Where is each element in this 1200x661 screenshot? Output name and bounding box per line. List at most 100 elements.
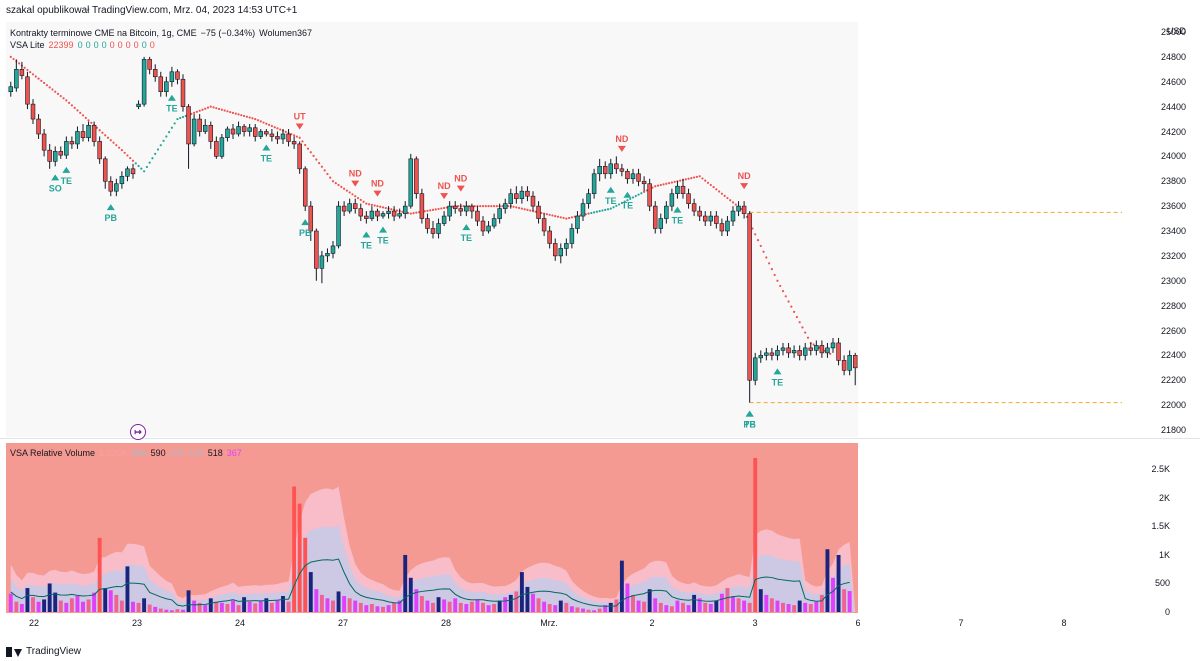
volume-bar	[219, 602, 224, 612]
trend-dot	[679, 179, 682, 182]
volume-bar	[347, 598, 352, 612]
trend-dot	[559, 216, 562, 219]
symbol-title[interactable]: Kontrakty terminowe CME na Bitcoin, 1g, …	[10, 28, 197, 38]
trend-dot	[81, 114, 85, 117]
candle-body	[647, 183, 652, 207]
candle-body	[186, 106, 191, 145]
price-tick-label: 22400	[1160, 350, 1186, 361]
trend-dot	[12, 57, 15, 61]
trend-dot	[62, 97, 65, 100]
trend-dot	[673, 180, 676, 183]
chart-frame[interactable]: SO TE PB TE TE PB UT ND ND TE TE ND ND TE ND TE TE TE ND TE…	[0, 22, 1200, 640]
volume-bar	[819, 594, 824, 612]
trend-dot	[762, 250, 765, 253]
volume-bar	[758, 589, 763, 612]
time-axis[interactable]: 22 23 24 27 28 Mrz. 2 3 6 7 8	[0, 618, 1200, 632]
volume-bar	[769, 598, 774, 612]
candle-body	[780, 347, 786, 351]
signal-label: PB	[743, 420, 756, 430]
candle-body	[258, 131, 264, 137]
candle-body	[525, 190, 530, 197]
volume-bar	[525, 586, 530, 612]
candle-body	[519, 190, 525, 199]
time-tick-label: 27	[337, 618, 349, 628]
candle-body	[652, 205, 658, 229]
vsa-lite-flag: 0	[93, 40, 99, 50]
trend-dot	[115, 144, 118, 147]
trend-dot	[565, 217, 568, 220]
trend-dot	[159, 144, 162, 147]
vsa-volume-title[interactable]: VSA Relative Volume	[10, 448, 96, 458]
vsa-volume-value: 590	[150, 448, 166, 458]
trend-dot	[754, 233, 757, 236]
candle-body	[191, 118, 197, 145]
replay-icon[interactable]: ↦	[130, 424, 146, 440]
volume-bar	[114, 594, 119, 612]
trend-dot	[43, 81, 46, 85]
trend-dot	[104, 134, 107, 137]
trend-dot	[101, 131, 104, 134]
candle-body	[414, 158, 419, 194]
trend-dot	[40, 79, 43, 82]
candle-body	[352, 203, 358, 209]
vsa-volume-value: 145	[188, 448, 204, 458]
candle-body	[380, 213, 386, 217]
candle-body	[202, 124, 208, 132]
candle-body	[597, 166, 602, 175]
time-tick-label: 6	[855, 618, 861, 628]
volume-bar	[225, 604, 230, 612]
trend-dot	[126, 154, 129, 157]
trend-dot	[168, 131, 171, 134]
trend-dot	[429, 209, 432, 212]
time-tick-label: 2	[649, 618, 655, 628]
volume-bar	[119, 600, 124, 612]
pane-separator[interactable]	[0, 438, 1200, 439]
trend-dot	[629, 197, 632, 200]
trend-dot	[26, 68, 29, 72]
candle-body	[125, 168, 130, 177]
trend-dot	[562, 216, 565, 220]
trend-dot	[790, 305, 793, 308]
trend-dot	[606, 208, 610, 211]
volume-average-line	[10, 558, 850, 607]
volume-bar	[242, 597, 247, 612]
signal-up-arrow-icon	[262, 144, 271, 151]
volume-bar	[803, 602, 808, 612]
volume-bar	[736, 598, 741, 612]
volume-bar	[436, 597, 441, 612]
volume-bar	[281, 596, 285, 612]
candle-body	[441, 215, 447, 224]
vsa-lite-flag: 0	[141, 40, 147, 50]
candle-body	[452, 205, 458, 209]
trend-dot	[34, 75, 37, 78]
volume-bar	[492, 604, 497, 612]
volume-bar	[19, 604, 24, 612]
publisher-header: szakal opublikował TradingView.com, Mrz.…	[6, 5, 298, 16]
volume-bar	[453, 598, 458, 612]
volume-bar	[314, 589, 319, 612]
volume-axis[interactable]: 2.5K 2K 1.5K 1K 500 0	[1140, 443, 1170, 617]
trend-dot	[240, 114, 243, 117]
candle-body	[769, 352, 775, 356]
vsa-lite-name[interactable]: VSA Lite	[10, 40, 45, 50]
trend-dot	[9, 55, 12, 58]
vsa-volume-value: 440	[169, 448, 185, 458]
signal-label: TE	[261, 153, 273, 163]
volume-bar	[725, 588, 730, 612]
trend-dot	[548, 213, 551, 216]
trend-dot	[812, 343, 815, 346]
volume-bar	[764, 594, 769, 612]
trend-dot	[329, 176, 332, 179]
volume-bar	[669, 606, 674, 612]
trend-dot	[204, 107, 207, 110]
signal-label: ND	[738, 171, 751, 181]
trend-dot	[609, 207, 612, 210]
vsa-volume-value: 518	[207, 448, 223, 458]
trend-dot	[343, 187, 346, 190]
trend-dot	[234, 112, 237, 115]
signal-label: TE	[461, 233, 473, 243]
price-axis[interactable]: USD 25000 24800 24600 24400 24200 24000 23800 2…	[1140, 22, 1186, 437]
candle-body	[708, 215, 714, 222]
volume-bar	[575, 607, 580, 612]
candle-body	[775, 350, 780, 356]
